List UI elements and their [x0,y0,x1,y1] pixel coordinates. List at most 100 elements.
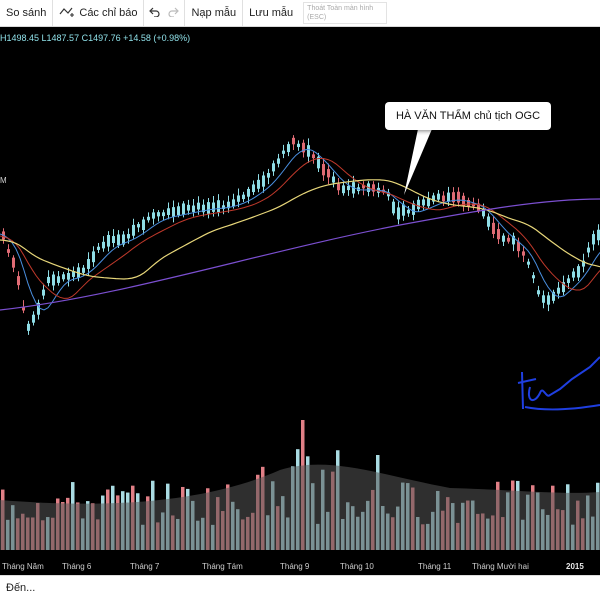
candle-body [452,192,455,203]
load-template-button[interactable]: Nạp mẫu [185,0,242,26]
candle-body [312,154,315,159]
callout-text: HÀ VĂN THẨM chủ tịch OGC [395,110,541,122]
candle-body [577,266,580,278]
candle-body [37,302,40,315]
candle-body [207,202,210,214]
redo-button[interactable] [164,0,184,26]
candle-body [532,275,535,279]
candle-body [132,224,135,236]
candle-body [282,150,285,154]
undo-icon [148,7,160,20]
candle-body [97,246,100,250]
candle-body [27,323,30,331]
candle-body [117,234,120,246]
candle-body [372,184,375,192]
candle-body [417,199,420,210]
candle-body [422,199,425,206]
candle-body [272,163,275,172]
indicators-button[interactable]: Các chỉ báo [53,0,143,26]
candle-body [242,194,245,200]
candle-body [217,200,220,213]
candle-body [52,274,55,286]
toolbar-divider [242,0,244,26]
candle-body [402,204,405,216]
candle-body [257,179,260,189]
candle-body [397,207,400,220]
candle-body [162,212,165,217]
candle-body [107,234,110,247]
candle-body [287,144,290,153]
candle-body [302,142,305,153]
candle-body [102,241,105,249]
candle-body [317,156,320,169]
candle-body [507,237,510,242]
candle-body [237,195,240,202]
x-axis-label: 2015 [566,562,584,571]
volume-unit-label: M [0,176,7,185]
fullscreen-hint-text: Thoát Toàn màn hình (ESC) [307,5,374,21]
x-axis-label: Tháng Tám [202,562,243,571]
candle-body [212,202,215,212]
candle-body [322,164,325,176]
candle-body [197,202,200,210]
toolbar-divider [184,0,186,26]
candle-body [342,185,345,194]
x-axis-label: Tháng Năm [2,562,44,571]
candle-body [67,272,70,280]
candle-body [57,276,60,283]
indicators-icon [59,6,75,21]
price-chart-area[interactable]: Tháng Năm Tháng 6 Tháng 7 Tháng Tám Tháng 9 T… [0,27,600,575]
candle-body [332,176,335,183]
candle-body [552,291,555,301]
candle-body [447,192,450,202]
candle-body [407,209,410,214]
candle-body [432,195,435,202]
save-template-button[interactable]: Lưu mẫu [243,0,299,26]
candle-body [567,278,570,283]
goto-date-button[interactable]: Đến... [6,582,36,594]
candle-body [362,184,365,189]
candle-body [492,222,495,235]
candle-body [347,185,350,191]
candle-body [477,203,480,212]
candle-body [597,229,600,241]
x-axis-label: Tháng 11 [418,562,452,571]
candle-body [427,198,430,207]
candle-body [587,247,590,253]
signature-scribble [517,356,600,411]
candle-body [297,143,300,148]
candle-body [502,235,505,242]
candle-body [537,290,540,295]
candle-body [87,259,90,269]
price-chart[interactable]: Tháng Năm Tháng 6 Tháng 7 Tháng Tám Tháng 9 T… [0,27,600,575]
candle-body [497,229,500,240]
candle-body [482,209,485,217]
candle-body [122,234,125,245]
ma-mid-line [0,157,600,299]
x-axis-label: Tháng Mười hai [472,562,529,571]
ma-long-line [0,198,600,311]
candle-body [157,212,160,217]
candle-body [202,204,205,213]
candle-body [72,271,75,277]
candle-body [337,183,340,191]
candle-body [457,191,460,203]
undo-button[interactable] [144,0,164,26]
candle-body [582,260,585,267]
candle-body [547,295,550,305]
annotation-callout[interactable]: HÀ VĂN THẨM chủ tịch OGC [385,102,551,130]
candle-body [42,289,45,296]
exit-fullscreen-hint[interactable]: Thoát Toàn màn hình (ESC) [303,2,388,24]
candle-body [12,257,15,268]
candle-body [392,201,395,214]
callout-pointer [404,129,432,195]
candle-body [292,137,295,145]
load-template-label: Nạp mẫu [191,7,237,19]
candle-body [177,206,180,216]
ohlc-readout: H1498.45 L1487.57 C1497.76 +14.58 (+0.98… [0,33,191,43]
candle-body [82,267,85,273]
candle-body [467,199,470,208]
candle-body [7,249,10,253]
compare-button[interactable]: So sánh [0,0,52,26]
candle-body [517,241,520,252]
